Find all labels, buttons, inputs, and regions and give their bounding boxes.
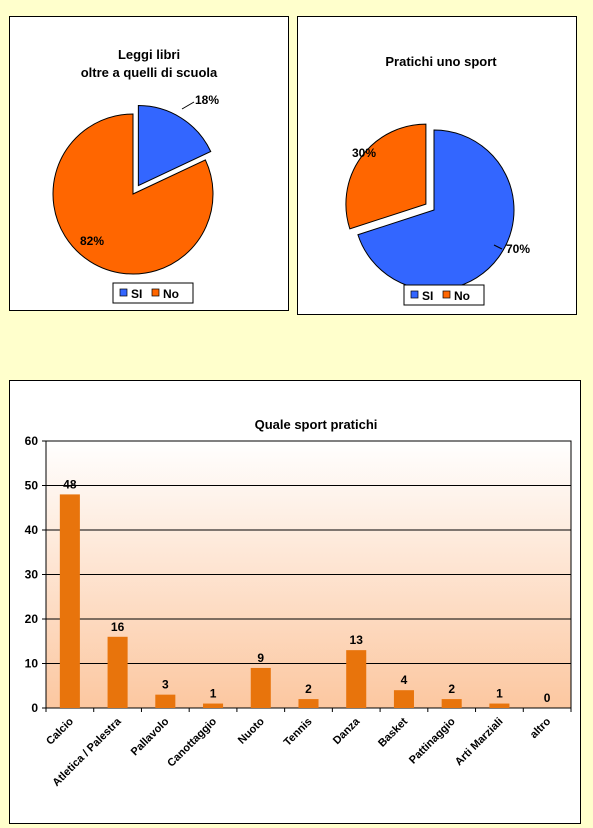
- bar-chart-sport: Quale sport pratichi 010203040506048Calc…: [25, 417, 572, 789]
- pie-leader-line-si: [181, 101, 195, 110]
- pie-label-si: 18%: [195, 93, 219, 107]
- bar-data-label: 3: [162, 678, 169, 692]
- bar-data-label: 2: [305, 682, 312, 696]
- bar: [346, 650, 367, 708]
- x-tick-label: Pallavolo: [129, 715, 172, 758]
- y-tick-label: 40: [25, 523, 39, 537]
- bar-data-label: 9: [257, 651, 264, 665]
- x-tick-label: Tennis: [282, 716, 315, 749]
- pie-leader-line-si: [493, 244, 503, 250]
- pie-chart-sport: Pratichi uno sport 30% 70% SI No: [345, 54, 530, 306]
- y-tick-label: 20: [25, 612, 39, 626]
- pie-slice-si: [137, 105, 212, 187]
- bar-data-label: 1: [496, 687, 503, 701]
- x-tick-label: Pattinaggio: [407, 715, 458, 766]
- x-tick-label: Arti Marziali: [453, 716, 506, 769]
- bar: [441, 699, 462, 708]
- bar-data-label: 1: [210, 687, 217, 701]
- pie-panel-libri: Leggi libri oltre a quelli di scuola 18%…: [9, 16, 289, 311]
- pie-panel-sport: Pratichi uno sport 30% 70% SI No: [297, 16, 577, 315]
- x-tick-label: Canottaggio: [165, 715, 219, 769]
- legend: SI No: [403, 284, 485, 306]
- y-tick-label: 60: [25, 434, 39, 448]
- pie-title-line-2: oltre a quelli di scuola: [81, 65, 218, 80]
- bar: [203, 703, 224, 708]
- legend-swatch-no: [442, 290, 451, 299]
- bar: [59, 494, 80, 708]
- bar-chart-title: Quale sport pratichi: [255, 417, 378, 432]
- legend-label-si: SI: [422, 289, 433, 303]
- bar-data-label: 2: [448, 682, 455, 696]
- x-tick-label: Calcio: [44, 715, 76, 747]
- legend-swatch-si: [410, 290, 419, 299]
- bar: [250, 667, 271, 708]
- legend-label-no: No: [163, 287, 179, 301]
- legend-label-si: SI: [131, 287, 142, 301]
- bar-panel-sport: Quale sport pratichi 0 10 20 30 40 50 60 48 Calc…: [9, 380, 581, 824]
- x-tick-label: Danza: [331, 715, 363, 747]
- legend-label-no: No: [454, 289, 470, 303]
- y-tick-label: 10: [25, 657, 39, 671]
- legend-swatch-si: [119, 288, 128, 297]
- y-tick-label: 0: [31, 701, 38, 715]
- pie-slice-no: [345, 123, 427, 230]
- bar-data-label: 48: [63, 477, 77, 491]
- pie-label-no: 30%: [352, 146, 376, 160]
- pie-slice-no: [52, 113, 214, 275]
- bar: [298, 699, 319, 708]
- bar: [393, 690, 414, 708]
- x-tick-label: Basket: [376, 715, 410, 749]
- bar-data-label: 0: [544, 691, 551, 705]
- y-tick-label: 50: [25, 479, 39, 493]
- x-tick-label: altro: [528, 715, 554, 741]
- legend-swatch-no: [151, 288, 160, 297]
- pie-chart-libri: Leggi libri oltre a quelli di scuola 18%…: [52, 47, 219, 304]
- bar-data-label: 16: [111, 620, 125, 634]
- y-tick-label: 30: [25, 568, 39, 582]
- pie-label-no: 82%: [80, 234, 104, 248]
- bar-data-label: 4: [401, 673, 408, 687]
- bar: [155, 694, 176, 708]
- pie-title: Pratichi uno sport: [385, 54, 497, 69]
- bar-data-label: 13: [350, 633, 364, 647]
- x-tick-label: Nuoto: [236, 715, 267, 746]
- legend: SI No: [112, 282, 194, 304]
- pie-title-line-1: Leggi libri: [118, 47, 180, 62]
- pie-label-si: 70%: [506, 242, 530, 256]
- pie-slice-si: [357, 129, 515, 291]
- bar: [489, 703, 510, 708]
- bar: [107, 636, 128, 708]
